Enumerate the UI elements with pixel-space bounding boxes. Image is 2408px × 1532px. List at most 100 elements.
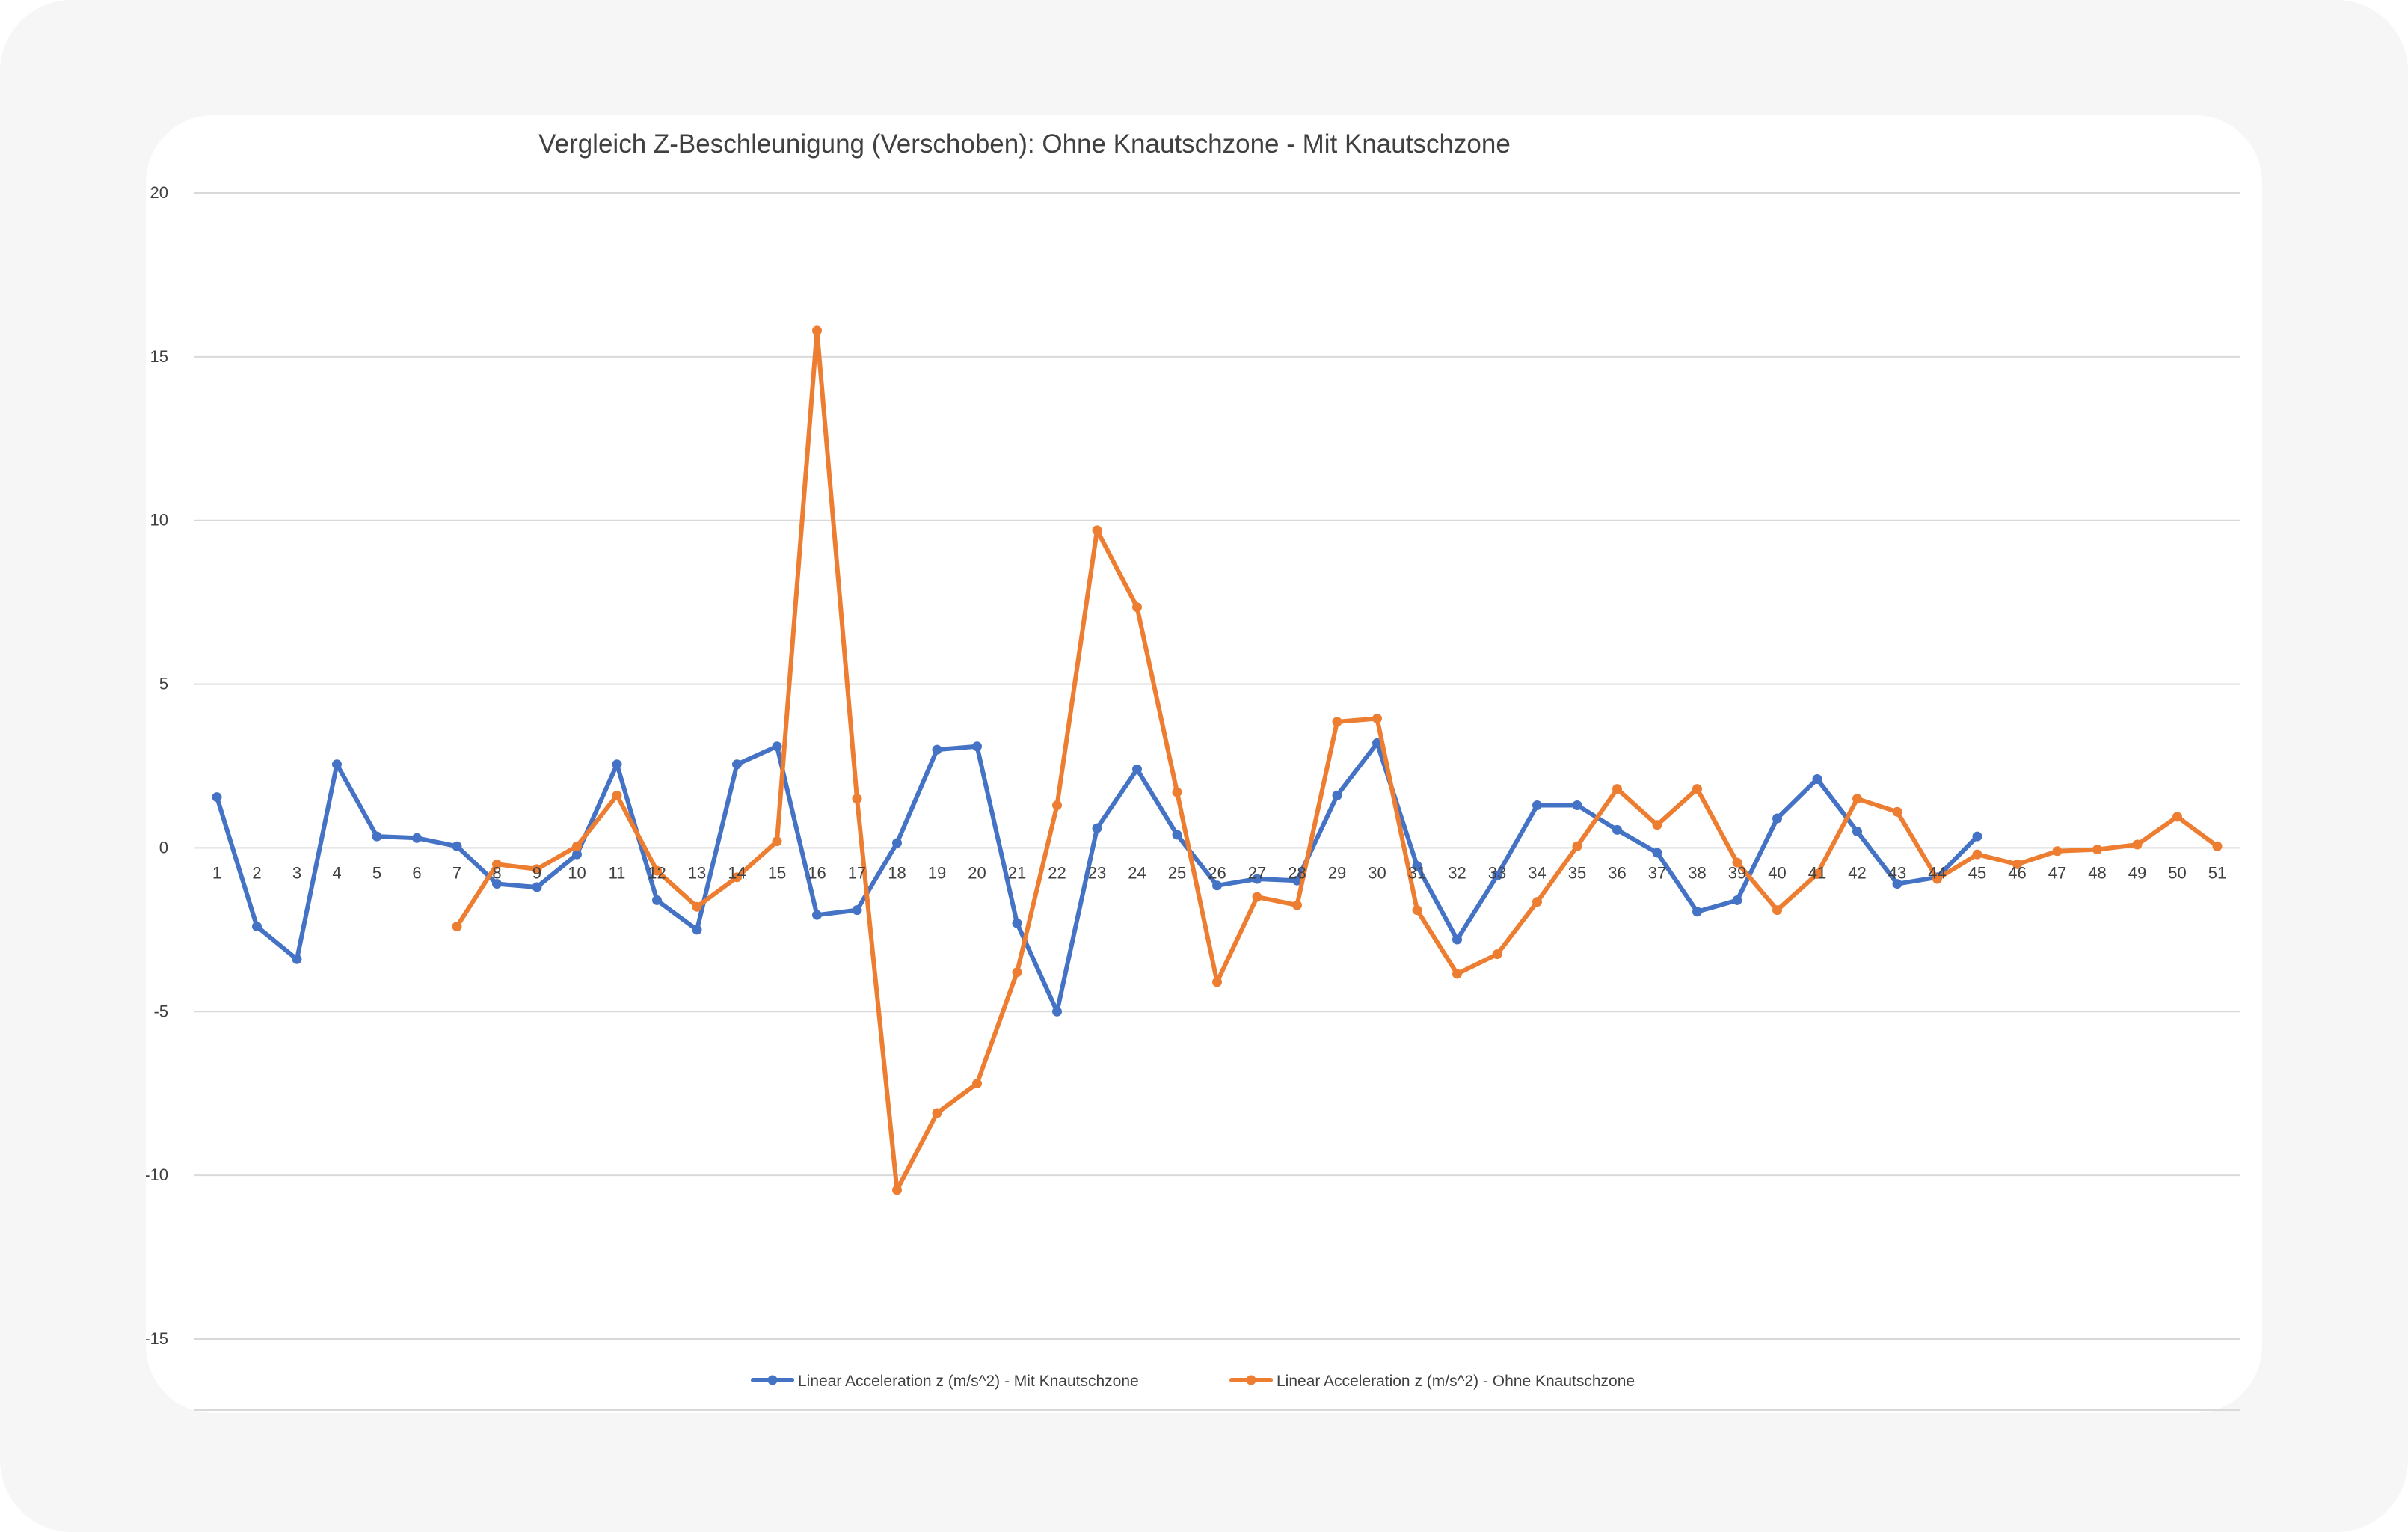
x-tick-label: 14 xyxy=(728,863,746,882)
x-tick-label: 6 xyxy=(412,863,421,882)
data-point xyxy=(692,902,702,912)
x-tick-label: 20 xyxy=(968,863,986,882)
data-point xyxy=(1093,525,1102,535)
y-tick-label: -5 xyxy=(153,1002,168,1020)
x-tick-label: 23 xyxy=(1088,863,1106,882)
x-tick-label: 39 xyxy=(1728,863,1746,882)
data-point xyxy=(452,922,462,931)
y-tick-label: 0 xyxy=(159,838,168,857)
data-point xyxy=(1692,907,1702,916)
x-tick-label: 4 xyxy=(332,863,341,882)
data-point xyxy=(892,1185,902,1195)
legend: Linear Acceleration z (m/s^2) - Mit Knau… xyxy=(753,1373,1635,1390)
x-tick-label: 29 xyxy=(1328,863,1346,882)
y-tick-label: 15 xyxy=(150,347,168,366)
data-point xyxy=(853,905,862,915)
data-point xyxy=(1893,807,1902,817)
data-point xyxy=(1653,848,1662,857)
x-tick-label: 33 xyxy=(1488,863,1506,882)
data-point xyxy=(532,882,542,892)
x-tick-label: 27 xyxy=(1248,863,1266,882)
data-point xyxy=(1452,969,1462,978)
data-point xyxy=(1452,934,1462,944)
data-point xyxy=(1573,800,1582,810)
x-tick-label: 25 xyxy=(1168,863,1186,882)
x-tick-label: 49 xyxy=(2128,863,2146,882)
x-tick-label: 47 xyxy=(2048,863,2066,882)
x-tick-label: 37 xyxy=(1648,863,1666,882)
gridlines xyxy=(194,193,2240,1410)
data-point xyxy=(292,955,302,964)
data-point xyxy=(692,925,702,934)
data-point xyxy=(612,791,622,800)
chart-title: Vergleich Z-Beschleunigung (Verschoben):… xyxy=(538,129,1511,159)
series-line xyxy=(457,331,2217,1190)
data-point xyxy=(1372,714,1382,723)
data-point xyxy=(1653,820,1662,830)
data-point xyxy=(892,838,902,848)
data-point xyxy=(1132,602,1142,612)
data-point xyxy=(1612,825,1622,835)
x-tick-label: 8 xyxy=(492,863,501,882)
x-tick-label: 2 xyxy=(252,863,261,882)
x-tick-label: 43 xyxy=(1888,863,1906,882)
y-tick-label: 5 xyxy=(159,675,168,693)
data-point xyxy=(853,794,862,803)
data-point xyxy=(2133,840,2143,850)
data-point xyxy=(212,792,222,802)
data-point xyxy=(1173,830,1182,839)
x-tick-label: 44 xyxy=(1928,863,1946,882)
data-point xyxy=(2092,845,2102,854)
data-point xyxy=(812,910,822,920)
x-tick-label: 32 xyxy=(1448,863,1466,882)
data-point xyxy=(1052,800,1062,810)
data-point xyxy=(1772,814,1782,824)
x-tick-label: 10 xyxy=(568,863,586,882)
x-tick-label: 16 xyxy=(808,863,826,882)
x-tick-label: 36 xyxy=(1608,863,1626,882)
data-point xyxy=(1413,905,1422,915)
data-point xyxy=(1173,788,1182,797)
data-point xyxy=(1573,842,1582,851)
data-point xyxy=(1132,765,1142,774)
x-tick-label: 48 xyxy=(2088,863,2106,882)
data-point xyxy=(773,836,782,846)
data-point xyxy=(1612,784,1622,794)
data-point xyxy=(1212,977,1222,987)
data-point xyxy=(2053,846,2063,856)
x-tick-label: 12 xyxy=(648,863,666,882)
data-point xyxy=(1253,892,1262,902)
x-tick-label: 19 xyxy=(928,863,946,882)
x-tick-label: 51 xyxy=(2208,863,2226,882)
data-point xyxy=(572,842,582,851)
data-point xyxy=(732,759,742,769)
data-point xyxy=(1013,967,1022,977)
x-tick-label: 18 xyxy=(888,863,906,882)
data-point xyxy=(1813,774,1822,784)
x-tick-label: 28 xyxy=(1288,863,1306,882)
x-tick-label: 3 xyxy=(292,863,301,882)
x-tick-label: 42 xyxy=(1848,863,1866,882)
data-point xyxy=(652,895,662,905)
x-tick-label: 50 xyxy=(2168,863,2186,882)
y-tick-label: 20 xyxy=(150,183,168,202)
data-point xyxy=(812,325,822,335)
x-tick-label: 21 xyxy=(1008,863,1026,882)
data-point xyxy=(1772,905,1782,915)
legend-marker-swatch xyxy=(768,1376,778,1385)
x-tick-label: 41 xyxy=(1808,863,1826,882)
data-point xyxy=(1493,949,1502,959)
data-point xyxy=(1292,901,1302,910)
x-tick-label: 11 xyxy=(609,863,626,882)
x-tick-label: 31 xyxy=(1408,863,1426,882)
data-point xyxy=(933,745,942,755)
data-point xyxy=(773,741,782,751)
data-point xyxy=(1733,895,1742,905)
data-point xyxy=(1013,919,1022,928)
x-tick-label: 38 xyxy=(1688,863,1706,882)
x-tick-label: 22 xyxy=(1048,863,1066,882)
data-point xyxy=(612,759,622,769)
line-chart: Vergleich Z-Beschleunigung (Verschoben):… xyxy=(146,115,2262,1413)
data-point xyxy=(2213,842,2223,851)
